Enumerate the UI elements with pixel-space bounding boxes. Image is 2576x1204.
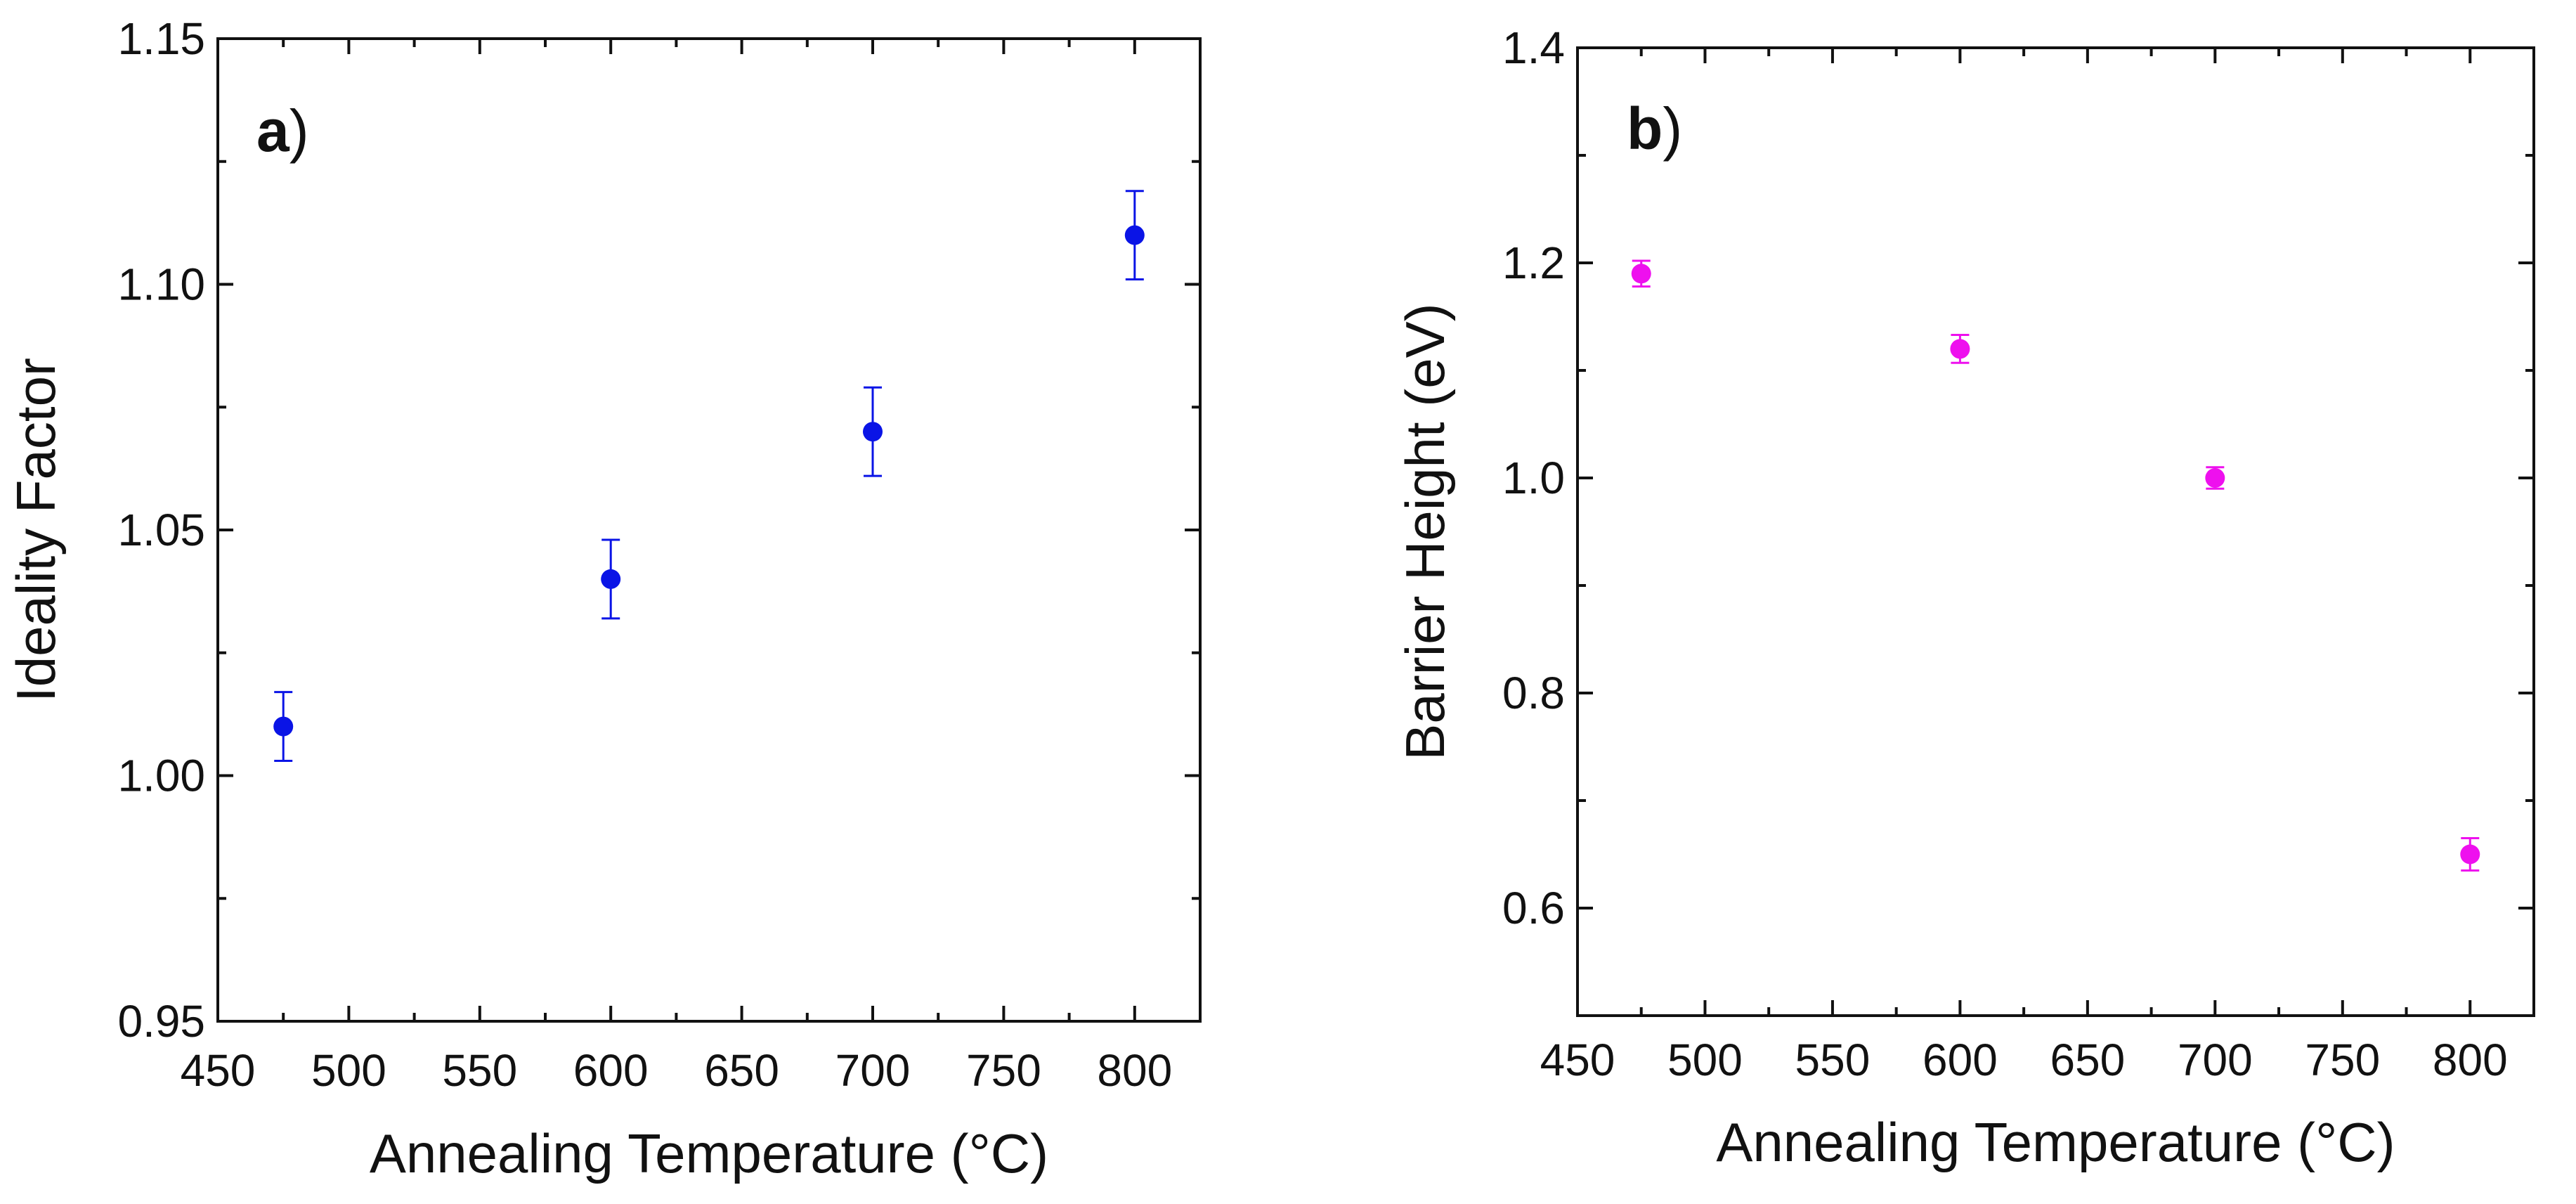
y-axis-title: Barrier Height (eV) — [1394, 303, 1456, 760]
x-tick-label: 750 — [2305, 1035, 2380, 1085]
x-tick-label: 600 — [1923, 1035, 1998, 1085]
y-tick-label: 0.6 — [1502, 883, 1565, 933]
x-tick-label: 650 — [2050, 1035, 2125, 1085]
y-tick-label: 1.15 — [117, 13, 205, 64]
plot-frame — [1576, 46, 2535, 1017]
panel-b-barrier-height: 450 500 550 600 650 700 750 800 0.6 0.8 1.0 1.2 1.4 A… — [1394, 22, 2535, 1173]
x-tick-label: 700 — [835, 1045, 911, 1096]
panel-label-letter: a — [256, 98, 290, 164]
y-tick-label: 1.0 — [1502, 453, 1565, 503]
x-tick-label: 550 — [1795, 1035, 1871, 1085]
data-point — [1124, 225, 1145, 245]
x-tick-label: 450 — [181, 1045, 256, 1096]
panel-a-ideality-factor: 450 500 550 600 650 700 750 800 0.95 1.00 1.05 1.10… — [5, 13, 1202, 1184]
y-tick-label: 0.8 — [1502, 668, 1565, 718]
panel-label: b) — [1627, 96, 1682, 162]
y-tick-label: 1.10 — [117, 259, 205, 310]
data-point — [2205, 468, 2225, 488]
panel-label: a) — [256, 98, 309, 164]
x-tick-label: 550 — [442, 1045, 517, 1096]
y-axis-title: Ideality Factor — [5, 358, 67, 702]
x-axis-title: Annealing Temperature (°C) — [1716, 1111, 2395, 1173]
panel-label-letter: b — [1627, 96, 1663, 162]
x-tick-label: 500 — [1667, 1035, 1743, 1085]
data-point — [863, 422, 883, 442]
x-tick-label: 600 — [573, 1045, 649, 1096]
data-point — [1950, 339, 1970, 359]
x-tick-label: 800 — [1097, 1045, 1172, 1096]
data-point — [273, 716, 294, 737]
y-tick-label: 1.00 — [117, 751, 205, 801]
x-tick-label: 750 — [966, 1045, 1041, 1096]
y-tick-label: 1.2 — [1502, 238, 1565, 288]
y-tick-label: 1.4 — [1502, 22, 1565, 73]
y-tick-label: 0.95 — [117, 996, 205, 1047]
x-tick-label: 500 — [311, 1045, 386, 1096]
y-tick-label: 1.05 — [117, 505, 205, 555]
data-point — [601, 569, 621, 589]
x-tick-label: 650 — [704, 1045, 779, 1096]
data-point — [2460, 844, 2480, 865]
panel-label-paren: ) — [1663, 96, 1682, 162]
x-tick-label: 450 — [1540, 1035, 1615, 1085]
x-axis-title: Annealing Temperature (°C) — [370, 1122, 1048, 1184]
data-point — [1631, 264, 1651, 284]
panel-label-paren: ) — [290, 98, 309, 164]
x-tick-label: 800 — [2433, 1035, 2508, 1085]
x-tick-label: 700 — [2178, 1035, 2253, 1085]
